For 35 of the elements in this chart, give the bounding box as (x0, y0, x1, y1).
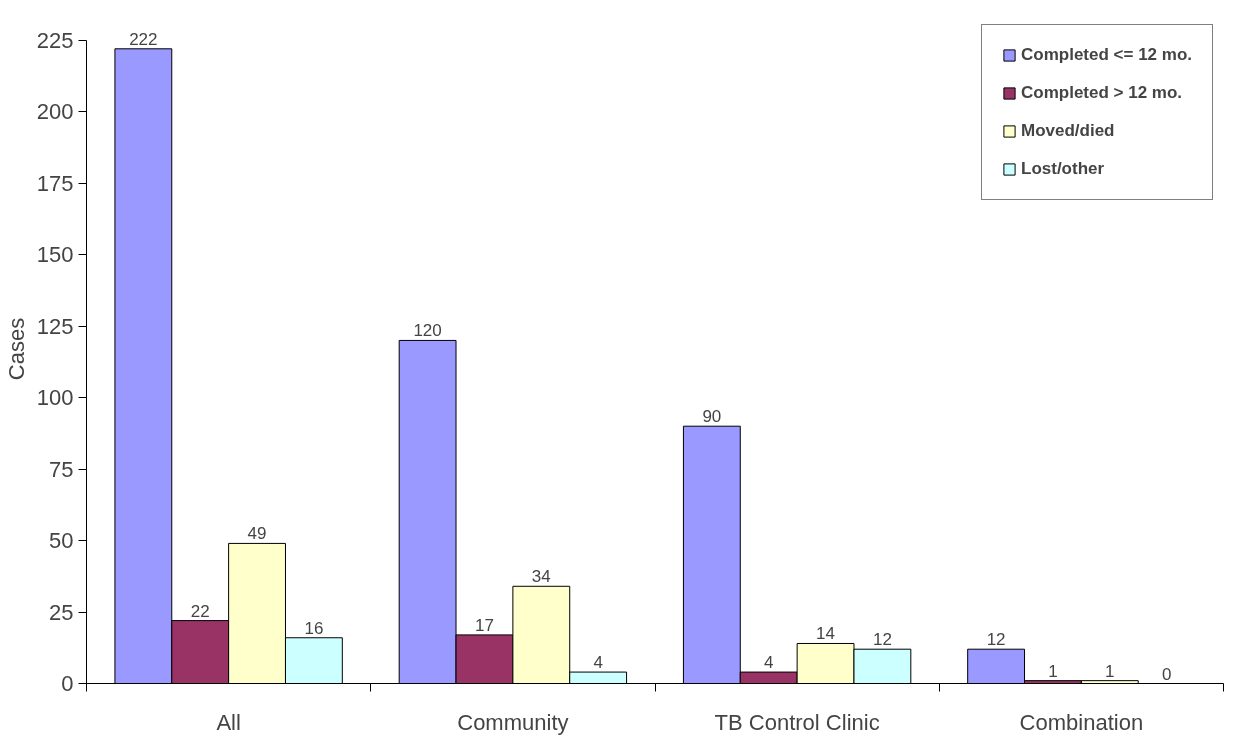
data-label: 222 (129, 29, 158, 49)
y-tick-label: 75 (49, 456, 74, 482)
legend-label: Moved/died (1021, 121, 1115, 141)
x-tick-label: Community (457, 709, 569, 735)
data-label: 34 (531, 567, 551, 587)
y-tick-label: 225 (36, 27, 74, 53)
x-tick-label: All (216, 709, 241, 735)
data-label: 4 (763, 653, 774, 673)
legend-label: Completed > 12 mo. (1021, 83, 1183, 103)
y-tick-label: 200 (36, 99, 74, 125)
data-label: 16 (304, 618, 324, 638)
x-tick-label: Combination (1019, 709, 1144, 735)
y-axis-title: Cases (3, 317, 29, 381)
y-tick-label: 100 (36, 385, 74, 411)
x-tick-label: TB Control Clinic (714, 709, 880, 735)
data-label: 120 (413, 321, 442, 341)
data-label: 4 (593, 653, 603, 673)
data-label: 12 (986, 630, 1006, 650)
data-label: 1 (1105, 661, 1115, 681)
y-tick-label: 25 (49, 599, 74, 625)
data-label: 49 (247, 524, 267, 544)
data-label: 1 (1048, 661, 1058, 681)
data-label: 17 (475, 615, 494, 635)
data-label: 0 (1161, 664, 1172, 684)
y-tick-label: 125 (36, 313, 74, 339)
data-label: 22 (190, 601, 210, 621)
legend-label: Lost/other (1021, 159, 1105, 179)
data-label: 90 (702, 407, 722, 427)
y-tick-label: 50 (49, 528, 74, 554)
legend-label: Completed <= 12 mo. (1021, 45, 1192, 65)
y-tick-label: 0 (61, 671, 74, 696)
data-label: 12 (872, 630, 892, 650)
data-label: 14 (816, 624, 836, 644)
y-tick-label: 175 (36, 170, 74, 196)
y-tick-label: 150 (36, 242, 74, 268)
